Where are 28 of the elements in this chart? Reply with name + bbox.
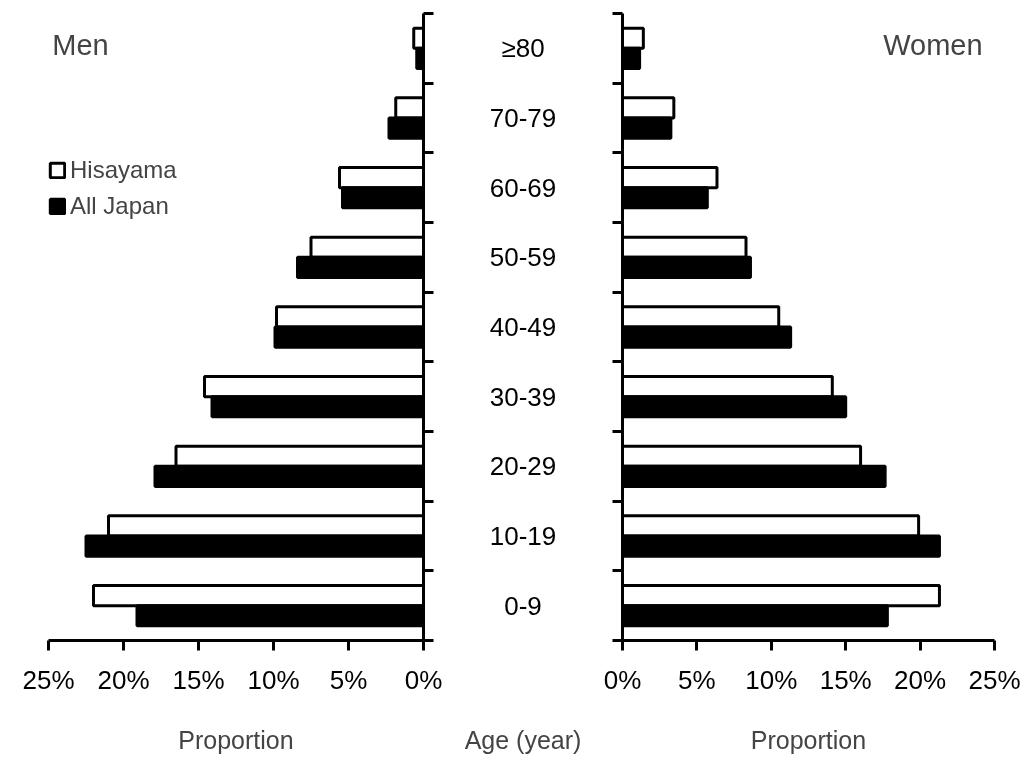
y-tick-label: 70-79 bbox=[489, 103, 557, 133]
x-axis-title: Proportion bbox=[178, 725, 294, 754]
x-tick-label: 5% bbox=[678, 664, 716, 695]
x-tick-label: 20% bbox=[894, 664, 947, 695]
y-tick-label: 50-59 bbox=[489, 242, 557, 273]
text: Women bbox=[883, 29, 983, 62]
legend-label: Hisayama bbox=[70, 156, 177, 184]
x-axis-title: Proportion bbox=[750, 725, 867, 754]
x-tick-label: 0% bbox=[603, 664, 642, 695]
x-tick-label: 15% bbox=[172, 664, 225, 695]
legend-label: All Japan bbox=[70, 192, 169, 220]
y-tick-label: 10-19 bbox=[489, 521, 557, 551]
x-tick-label: 0% bbox=[404, 664, 443, 695]
x-tick-label: 20% bbox=[97, 664, 150, 695]
x-tick-label: 25% bbox=[22, 664, 75, 695]
y-tick-label: 40-49 bbox=[489, 312, 557, 342]
x-tick-label: 25% bbox=[968, 664, 1021, 695]
x-tick-label: 15% bbox=[819, 664, 872, 695]
y-tick-label: 60-69 bbox=[489, 172, 557, 203]
x-tick-label: 10% bbox=[745, 664, 798, 695]
x-tick-label: 10% bbox=[247, 664, 300, 695]
y-tick-label: 20-29 bbox=[489, 451, 557, 482]
y-axis-title: Age (year) bbox=[464, 725, 582, 754]
y-tick-label: ≥80 bbox=[501, 33, 545, 64]
y-tick-label: 30-39 bbox=[489, 381, 557, 412]
x-tick-label: 5% bbox=[329, 664, 368, 695]
text: Men bbox=[52, 29, 109, 62]
y-tick-label: 0-9 bbox=[504, 590, 542, 621]
